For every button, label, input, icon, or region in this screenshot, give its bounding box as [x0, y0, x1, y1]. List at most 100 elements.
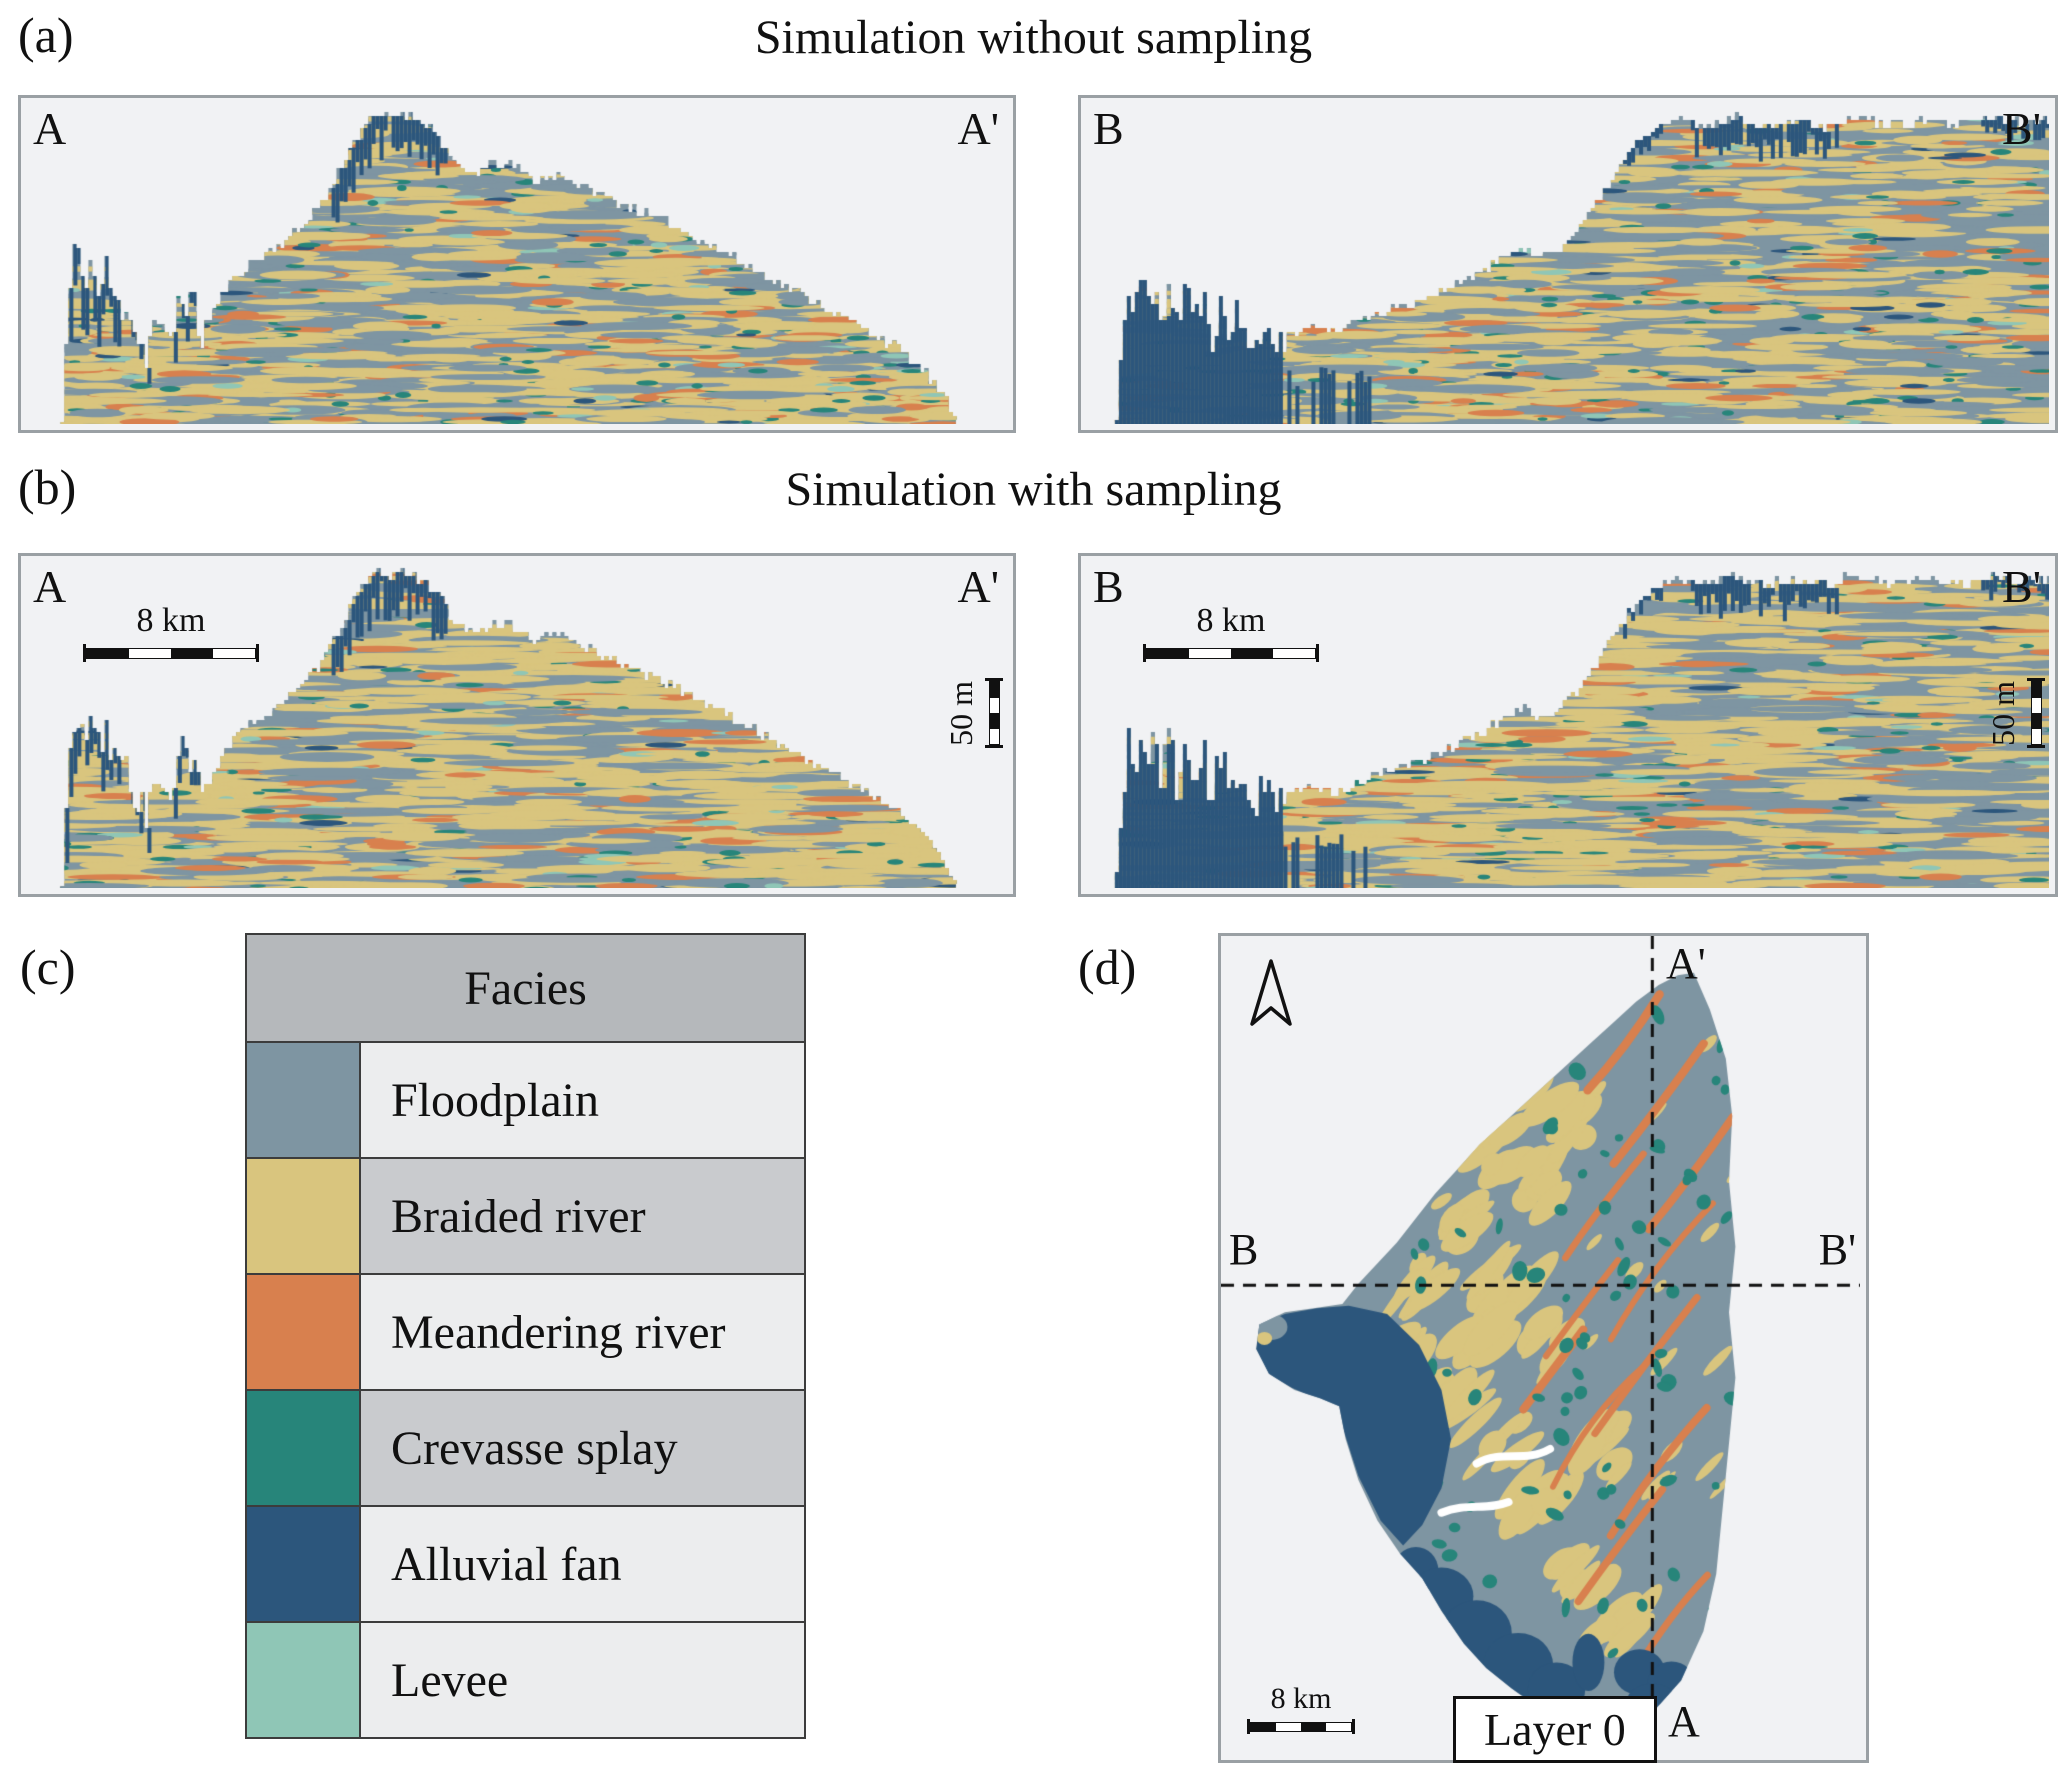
legend-row: Braided river — [247, 1159, 804, 1275]
legend-row: Meandering river — [247, 1275, 804, 1391]
scale-bar-segments — [1250, 1721, 1352, 1732]
scale-label: 50 m — [943, 680, 979, 746]
scale-bar — [2027, 678, 2045, 748]
scale-bar-segment — [87, 648, 129, 658]
section-start-label: B — [1093, 103, 1124, 154]
scale-label: 8 km — [1196, 602, 1266, 639]
legend-row: Floodplain — [247, 1043, 804, 1159]
legend-swatch-floodplain — [247, 1043, 361, 1157]
section-start-label: A — [33, 103, 67, 154]
scale-bar-segment — [1251, 1722, 1276, 1731]
panel-a-title: Simulation without sampling — [754, 11, 1313, 64]
scale-bar-segment — [129, 648, 171, 658]
legend-row: Alluvial fan — [247, 1507, 804, 1623]
scale-bar-segment — [1326, 1722, 1351, 1731]
scale-bar-segment — [989, 728, 999, 744]
scale-tick — [1143, 644, 1146, 662]
legend-label: Crevasse splay — [391, 1421, 678, 1475]
scale-bar-segment — [1273, 648, 1315, 658]
horizontal-scale-bar: 8 km — [83, 602, 259, 662]
vertical-scale-bar: 50 m — [943, 678, 1003, 748]
north-arrow-icon — [1250, 959, 1292, 1026]
map-layer0: A' B B' A 8 km Layer 0 — [1218, 933, 1869, 1763]
legend-label: Floodplain — [391, 1073, 600, 1127]
legend-header: Facies — [247, 935, 804, 1043]
section-end-label: B' — [2002, 561, 2041, 612]
section-b-bprime-with-sampling-canvas — [1081, 556, 2049, 888]
scale-bar-segment — [1147, 648, 1189, 658]
map-label-b: B — [1229, 1225, 1259, 1274]
scale-bar-segment — [1231, 648, 1273, 658]
panel-a-tag: (a) — [18, 7, 74, 63]
scale-tick — [256, 644, 259, 662]
horizontal-scale-bar: 8 km — [1143, 602, 1319, 662]
scale-bar-segment — [2031, 728, 2041, 744]
panel-b-title: Simulation with sampling — [785, 463, 1282, 516]
scale-tick — [1352, 1719, 1355, 1734]
scale-label: 8 km — [1270, 1682, 1332, 1715]
section-a-aprime-no-sampling: A A' — [18, 95, 1016, 433]
map-canvas — [1221, 936, 1860, 1754]
vertical-scale-bar: 50 m — [1985, 678, 2045, 748]
scale-tick — [83, 644, 86, 662]
scale-tick — [1247, 1719, 1250, 1734]
section-start-label: A — [33, 561, 67, 612]
panel-b-tag: (b) — [18, 459, 77, 515]
scale-bar-segment — [989, 682, 999, 698]
section-b-bprime-no-sampling: B B' — [1078, 95, 2058, 433]
legend-label: Meandering river — [391, 1305, 726, 1359]
legend-label: Levee — [391, 1653, 509, 1707]
scale-bar-segment — [213, 648, 255, 658]
facies-legend-table: Facies Floodplain Braided river Meanderi… — [245, 933, 806, 1739]
layer-label-box: Layer 0 — [1453, 1696, 1657, 1763]
scale-bar-segment — [1301, 1722, 1326, 1731]
scale-tick — [985, 678, 1003, 681]
north-arrow-path — [1250, 959, 1292, 1026]
legend-row: Crevasse splay — [247, 1391, 804, 1507]
scale-tick — [985, 745, 1003, 748]
scale-bar-segment — [1276, 1722, 1301, 1731]
scale-tick — [2027, 745, 2045, 748]
scale-bar-segment — [2031, 697, 2041, 713]
legend-swatch-crevasse-splay — [247, 1391, 361, 1505]
scale-tick — [2027, 678, 2045, 681]
scale-label: 8 km — [136, 602, 206, 639]
scale-bar-segments — [86, 647, 256, 659]
scale-bar-segment — [171, 648, 213, 658]
section-end-label: B' — [2002, 103, 2041, 154]
legend-label: Braided river — [391, 1189, 646, 1243]
legend-swatch-levee — [247, 1623, 361, 1737]
scale-bar-segment — [2031, 682, 2041, 698]
map-label-b-prime: B' — [1818, 1225, 1856, 1274]
scale-bar-segment — [989, 713, 999, 729]
legend-swatch-braided-river — [247, 1159, 361, 1273]
legend-swatch-meandering-river — [247, 1275, 361, 1389]
panel-c-tag: (c) — [20, 939, 76, 995]
scale-bar-segments — [988, 681, 1000, 745]
scale-bar-segment — [989, 697, 999, 713]
map-label-a: A — [1668, 1697, 1700, 1746]
section-start-label: B — [1093, 561, 1124, 612]
scale-tick — [1316, 644, 1319, 662]
scale-bar — [1143, 644, 1319, 662]
scale-bar-segment — [2031, 713, 2041, 729]
scale-bar-segments — [2030, 681, 2042, 745]
panel-d-tag: (d) — [1078, 939, 1137, 995]
map-label-a-prime: A' — [1666, 939, 1706, 988]
legend-swatch-alluvial-fan — [247, 1507, 361, 1621]
scale-bar — [83, 644, 259, 662]
scale-bar — [985, 678, 1003, 748]
section-end-label: A' — [957, 103, 999, 154]
scale-bar-segments — [1146, 647, 1316, 659]
scale-bar-segment — [1189, 648, 1231, 658]
scale-bar — [1247, 1719, 1355, 1734]
legend-label: Alluvial fan — [391, 1537, 622, 1591]
section-b-bprime-no-sampling-canvas — [1081, 98, 2049, 424]
section-a-aprime-with-sampling-canvas — [21, 556, 1007, 888]
section-a-aprime-with-sampling: A A' 8 km 50 m — [18, 553, 1016, 897]
section-b-bprime-with-sampling: B B' 8 km 50 m — [1078, 553, 2058, 897]
legend-row: Levee — [247, 1623, 804, 1737]
map-scale-bar: 8 km — [1247, 1682, 1355, 1734]
section-end-label: A' — [957, 561, 999, 612]
